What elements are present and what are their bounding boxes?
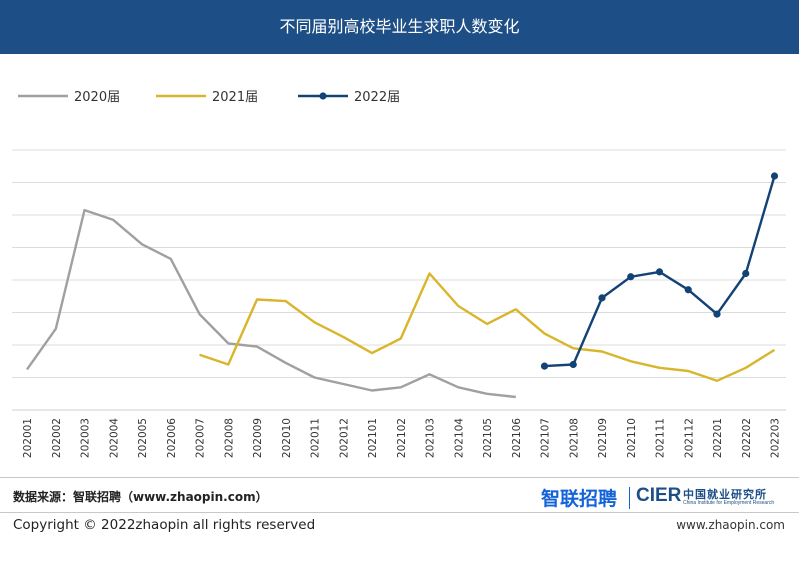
data-point — [569, 360, 577, 369]
x-tick-label: 202004 — [108, 418, 120, 458]
x-tick-label: 202201 — [712, 418, 724, 458]
website-text: www.zhaopin.com — [676, 518, 785, 532]
data-point — [713, 310, 721, 318]
footer-divider-bottom — [0, 512, 799, 513]
x-tick-label: 202107 — [540, 418, 552, 458]
data-point — [598, 294, 606, 302]
data-source: 数据来源：智联招聘（www.zhaopin.com） — [13, 490, 268, 504]
x-tick-label: 202105 — [482, 418, 494, 458]
x-tick-label: 202008 — [223, 418, 235, 458]
x-tick-label: 202003 — [80, 418, 92, 458]
x-tick-label: 202111 — [655, 418, 667, 458]
title-bar: 不同届别高校毕业生求职人数变化 — [0, 0, 799, 54]
data-point — [627, 273, 635, 281]
x-tick-label: 202109 — [597, 418, 609, 458]
x-tick-label: 202101 — [367, 418, 379, 458]
footer-divider-top — [0, 477, 799, 478]
logo-separator — [629, 487, 630, 509]
copyright-text: Copyright © 2022zhaopin all rights reser… — [13, 517, 316, 533]
x-tick-label: 202011 — [310, 418, 322, 458]
x-tick-label: 202007 — [195, 418, 207, 458]
data-point — [742, 269, 750, 278]
x-tick-label: 202002 — [51, 418, 63, 458]
x-tick-label: 202006 — [166, 418, 178, 458]
x-tick-label: 202010 — [281, 418, 293, 458]
cier-logo: CIER — [636, 485, 682, 506]
data-point — [684, 286, 692, 294]
legend-label-1: 2020届 — [74, 90, 120, 105]
x-tick-label: 202104 — [453, 418, 465, 458]
x-tick-label: 202102 — [396, 418, 408, 458]
zhilian-logo: 智联招聘 — [541, 488, 618, 510]
chart-title: 不同届别高校毕业生求职人数变化 — [279, 17, 520, 36]
x-tick-label: 202103 — [425, 418, 437, 458]
x-tick-label: 202110 — [626, 418, 638, 458]
data-point — [770, 172, 779, 180]
x-tick-label: 202012 — [338, 418, 350, 458]
x-tick-label: 202203 — [770, 418, 782, 458]
legend-marker — [319, 92, 327, 100]
x-tick-label: 202112 — [683, 418, 695, 458]
data-point — [655, 268, 664, 276]
x-tick-label: 202106 — [511, 418, 523, 458]
x-tick-label: 202202 — [741, 418, 753, 458]
x-tick-label: 202009 — [252, 418, 264, 458]
x-tick-label: 202001 — [22, 418, 34, 458]
line-chart: 202001 202002 202003 202004 202005 202006 2020… — [12, 90, 786, 458]
cier-logo-cn: 中国就业研究所 — [683, 488, 767, 501]
legend-label-2: 2021届 — [212, 90, 258, 105]
series-line-2 — [199, 272, 776, 382]
cier-logo-en: China Institute for Employment Research — [683, 500, 775, 506]
x-tick-label: 202005 — [137, 418, 149, 458]
legend-label-3: 2022届 — [354, 90, 400, 105]
data-point — [540, 362, 549, 370]
x-tick-label: 202108 — [568, 418, 580, 458]
series-line-1 — [26, 208, 516, 399]
